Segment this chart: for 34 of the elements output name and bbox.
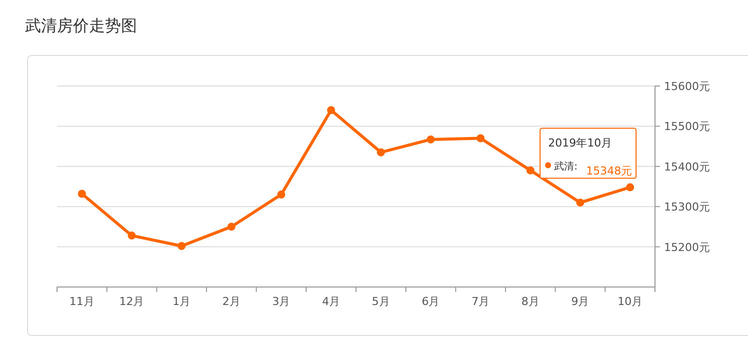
y-tick-label: 15400元: [664, 160, 710, 174]
x-tick-label: 6月: [422, 295, 440, 308]
x-tick-label: 9月: [571, 295, 590, 308]
chart-title: 武清房价走势图: [25, 16, 137, 35]
x-tick-label: 8月: [521, 295, 540, 308]
x-tick-label: 4月: [322, 295, 340, 308]
y-tick-label: 15300元: [664, 200, 710, 214]
legend: 武清:: [545, 161, 578, 172]
annotation: 2019年10月: [548, 136, 612, 150]
x-tick-label: 7月: [472, 295, 490, 308]
point: [576, 198, 584, 207]
point: [128, 232, 136, 240]
point: [227, 222, 236, 231]
x-tick-label: 2月: [222, 295, 240, 308]
point: [526, 166, 534, 174]
point: [178, 242, 186, 250]
point: [626, 183, 634, 192]
point: [78, 190, 86, 198]
point: [426, 135, 435, 144]
point: [476, 134, 485, 142]
point: [327, 106, 336, 114]
point: [376, 148, 385, 156]
legend-label: 武清:: [554, 160, 578, 172]
annotation: 15348元: [586, 164, 632, 178]
x-tick-label: 3月: [272, 295, 290, 308]
y-tick-label: 15600元: [664, 80, 710, 93]
x-tick-label: 10月: [618, 295, 643, 308]
x-tick-label: 12月: [119, 295, 144, 308]
x-tick-label: 5月: [372, 295, 390, 308]
x-tick-label: 11月: [69, 295, 94, 308]
point: [277, 190, 286, 199]
y-tick-label: 15500元: [664, 120, 710, 134]
x-tick-label: 1月: [172, 295, 191, 308]
y-tick-label: 15200元: [664, 240, 710, 254]
